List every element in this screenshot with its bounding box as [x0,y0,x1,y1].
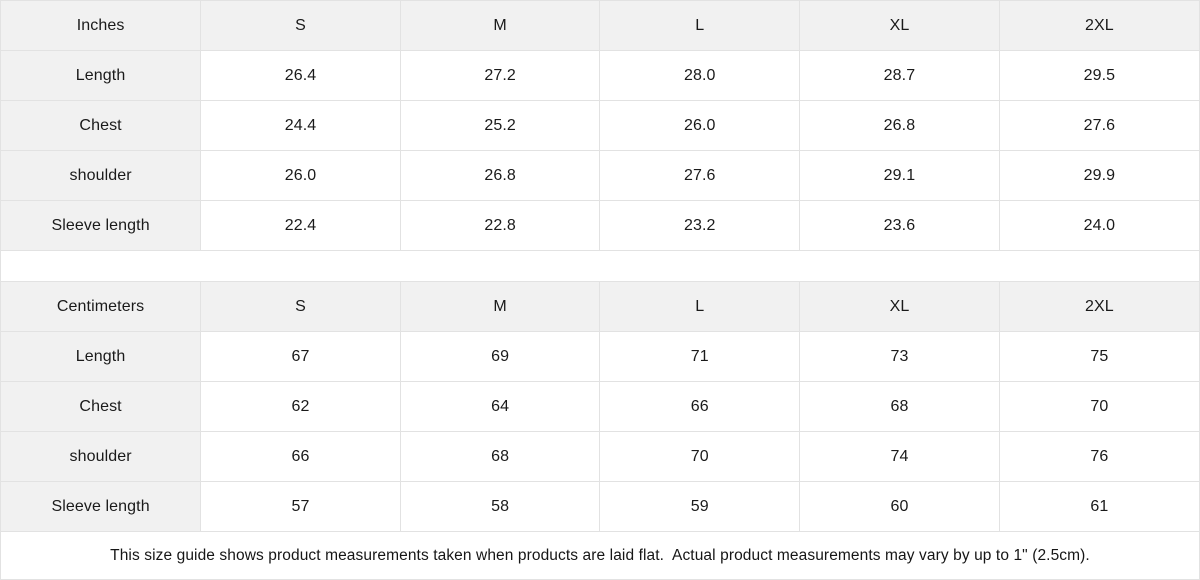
value-cell: 23.6 [799,200,1000,251]
size-header-cell-m: M [400,1,601,51]
value-cell: 22.4 [200,200,401,251]
value-cell: 66 [200,431,401,482]
value-cell: 70 [599,431,801,482]
value-cell: 26.0 [599,100,801,151]
value-cell: 22.8 [400,200,601,251]
table-row-shoulder: shoulder 26.0 26.8 27.6 29.1 29.9 [1,150,1199,201]
value-cell: 26.4 [200,50,401,101]
value-cell: 70 [999,381,1199,432]
value-cell: 23.2 [599,200,801,251]
unit-header-cell: Centimeters [1,282,202,332]
size-header-cell-xl: XL [799,282,1000,332]
value-cell: 75 [999,331,1199,382]
size-header-cell-m: M [400,282,601,332]
value-cell: 27.6 [599,150,801,201]
size-header-cell-s: S [200,1,401,51]
value-cell: 60 [799,481,1000,532]
inches-header-row: Inches S M L XL 2XL [1,1,1199,51]
row-label-cell: Length [1,50,202,101]
size-header-cell-2xl: 2XL [999,1,1199,51]
size-guide-disclaimer: This size guide shows product measuremen… [1,532,1199,579]
table-row-shoulder: shoulder 66 68 70 74 76 [1,431,1199,482]
value-cell: 73 [799,331,1000,382]
table-row-sleeve-length: Sleeve length 22.4 22.8 23.2 23.6 24.0 [1,200,1199,251]
value-cell: 69 [400,331,601,382]
size-header-cell-l: L [599,282,801,332]
value-cell: 61 [999,481,1199,532]
value-cell: 58 [400,481,601,532]
table-row-chest: Chest 24.4 25.2 26.0 26.8 27.6 [1,100,1199,151]
size-header-cell-xl: XL [799,1,1000,51]
value-cell: 66 [599,381,801,432]
value-cell: 29.5 [999,50,1199,101]
value-cell: 29.9 [999,150,1199,201]
value-cell: 71 [599,331,801,382]
row-label-cell: Sleeve length [1,481,202,532]
size-header-cell-2xl: 2XL [999,282,1199,332]
table-row-length: Length 26.4 27.2 28.0 28.7 29.5 [1,50,1199,101]
row-label-cell: Chest [1,100,202,151]
centimeters-header-row: Centimeters S M L XL 2XL [1,282,1199,332]
value-cell: 29.1 [799,150,1000,201]
value-cell: 27.2 [400,50,601,101]
value-cell: 28.7 [799,50,1000,101]
value-cell: 26.0 [200,150,401,201]
value-cell: 62 [200,381,401,432]
size-table-inches: Inches S M L XL 2XL Length 26.4 27.2 28.… [1,1,1199,251]
row-label-cell: Length [1,331,202,382]
size-header-cell-s: S [200,282,401,332]
value-cell: 26.8 [799,100,1000,151]
value-cell: 26.8 [400,150,601,201]
row-label-cell: shoulder [1,431,202,482]
row-label-cell: Chest [1,381,202,432]
row-label-cell: Sleeve length [1,200,202,251]
table-row-chest: Chest 62 64 66 68 70 [1,381,1199,432]
value-cell: 67 [200,331,401,382]
value-cell: 59 [599,481,801,532]
value-cell: 24.4 [200,100,401,151]
value-cell: 68 [799,381,1000,432]
value-cell: 28.0 [599,50,801,101]
unit-header-cell: Inches [1,1,202,51]
value-cell: 74 [799,431,1000,482]
value-cell: 24.0 [999,200,1199,251]
size-table-centimeters: Centimeters S M L XL 2XL Length 67 69 71… [1,282,1199,532]
value-cell: 27.6 [999,100,1199,151]
table-spacer [1,251,1199,282]
table-row-sleeve-length: Sleeve length 57 58 59 60 61 [1,481,1199,532]
value-cell: 76 [999,431,1199,482]
row-label-cell: shoulder [1,150,202,201]
value-cell: 64 [400,381,601,432]
value-cell: 57 [200,481,401,532]
value-cell: 68 [400,431,601,482]
table-row-length: Length 67 69 71 73 75 [1,331,1199,382]
size-header-cell-l: L [599,1,801,51]
value-cell: 25.2 [400,100,601,151]
